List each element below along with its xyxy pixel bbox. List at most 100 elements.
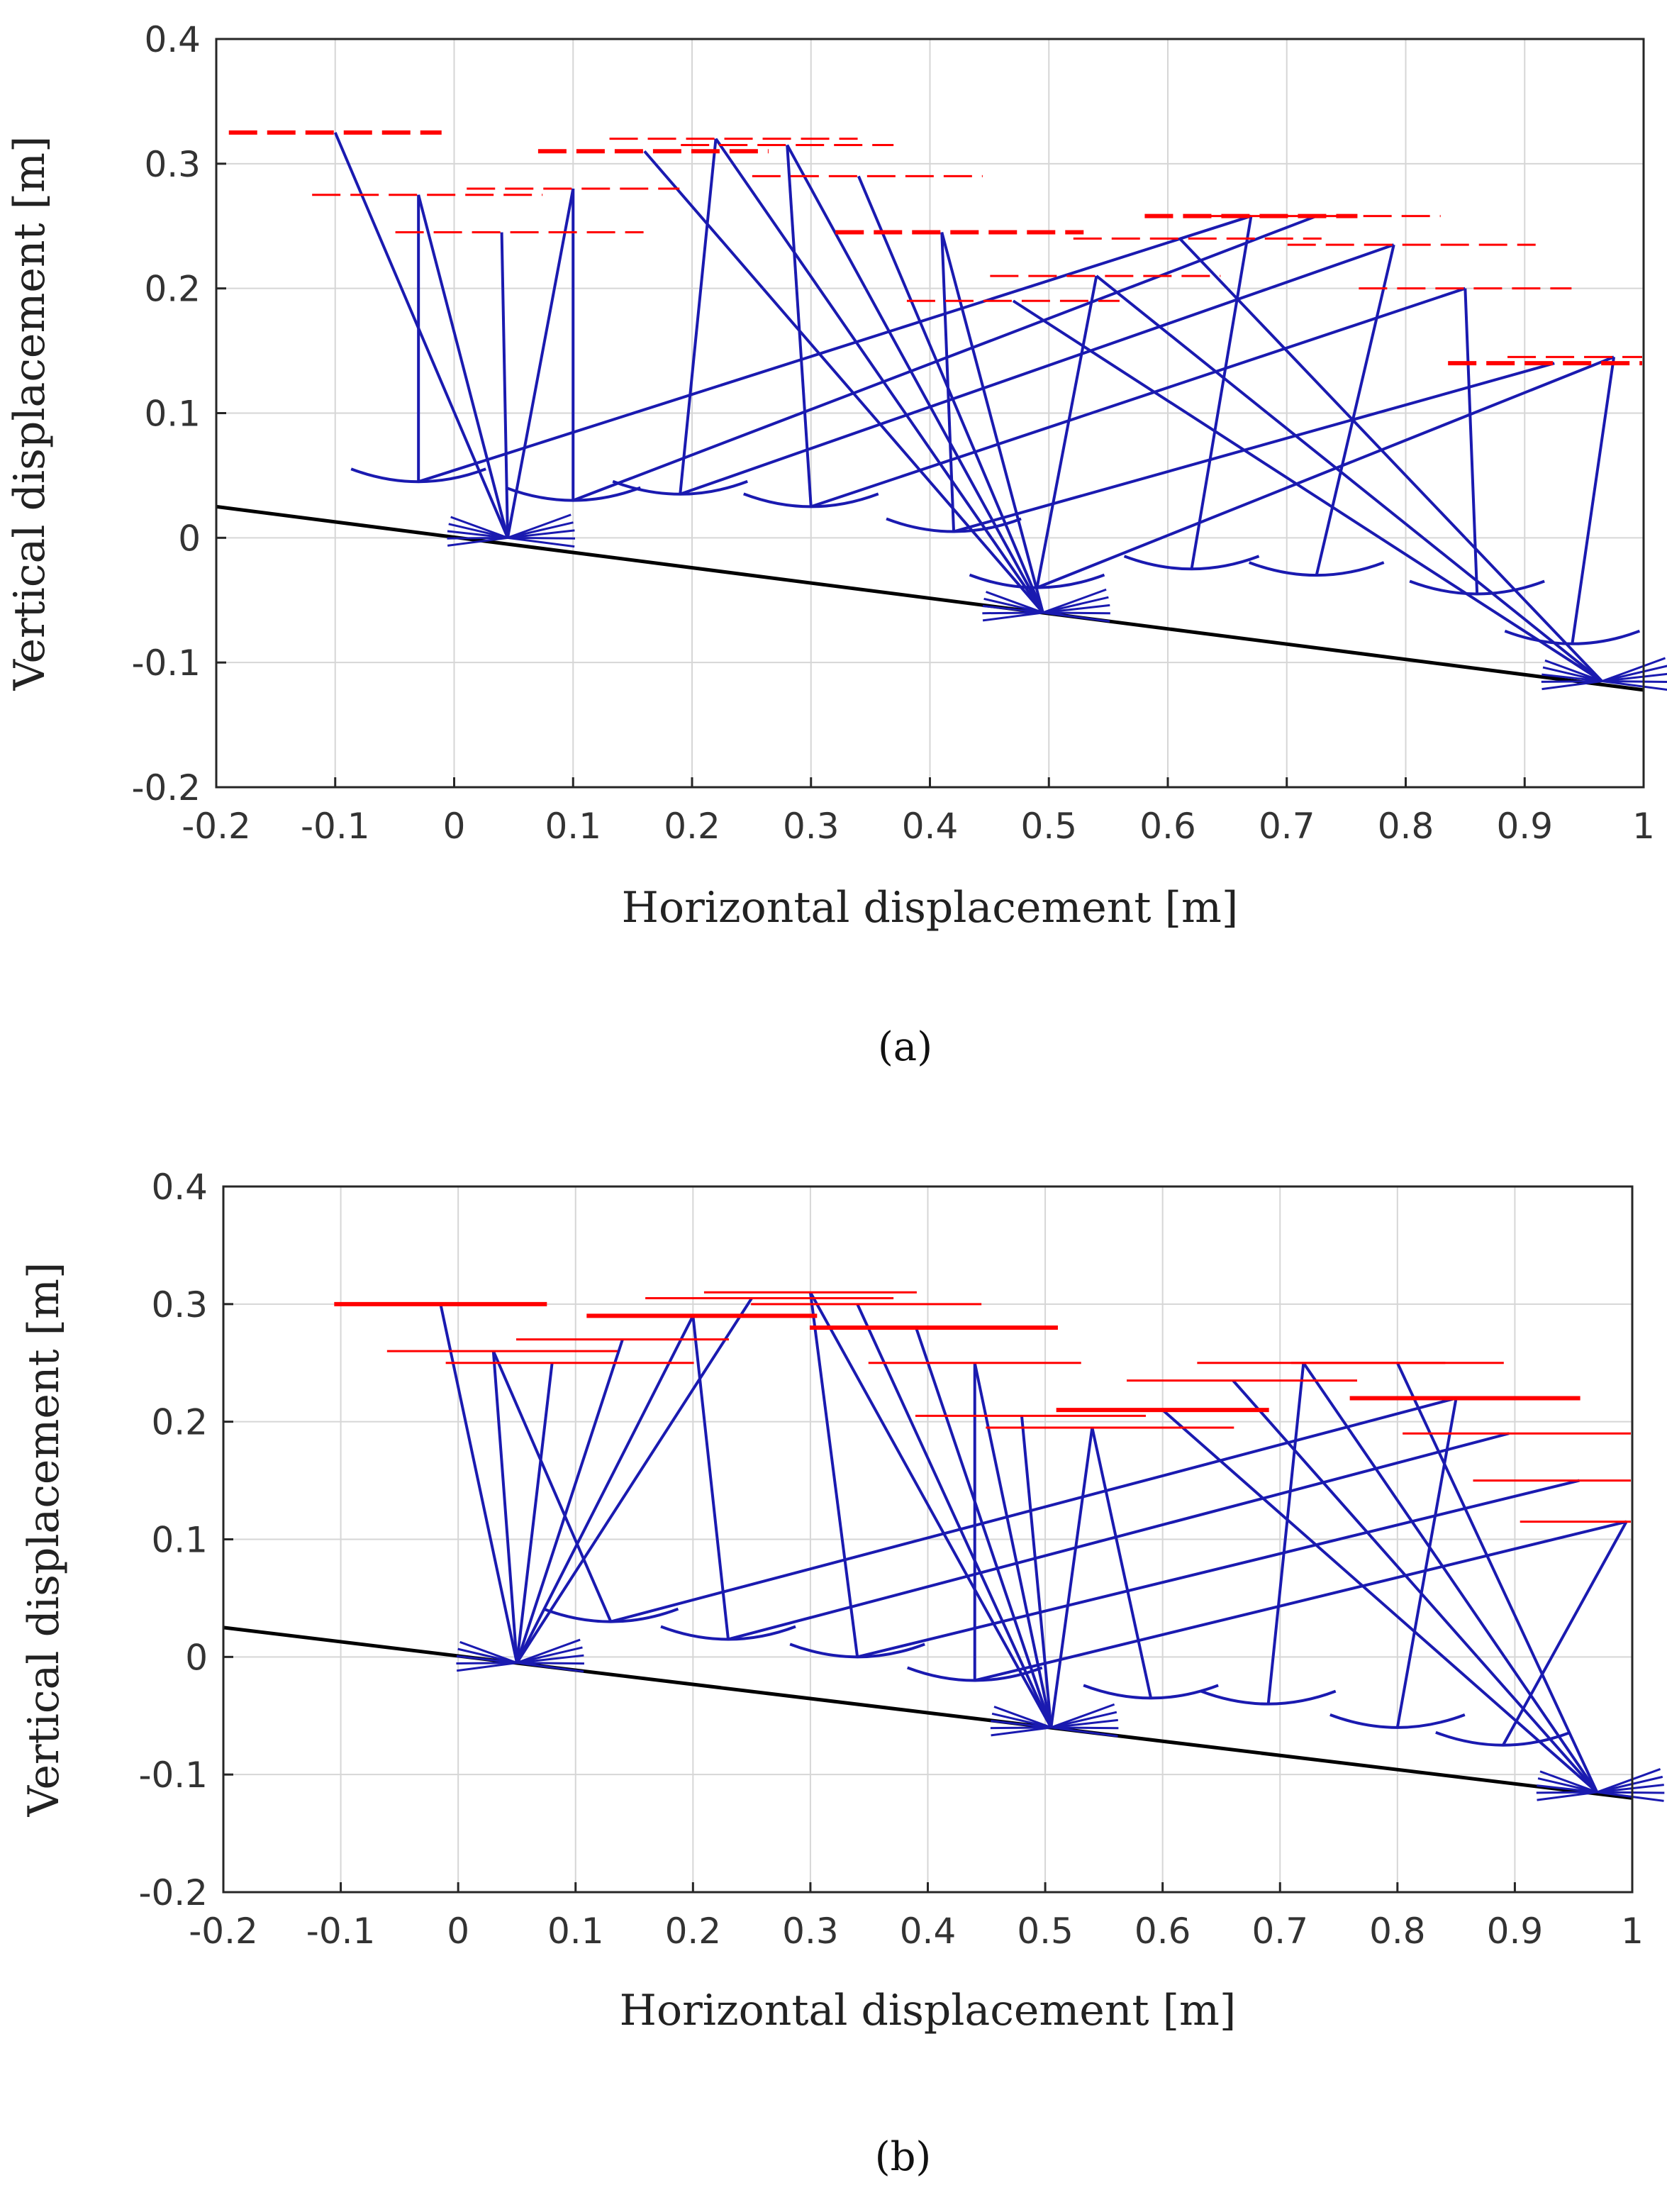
leg-line	[333, 132, 509, 539]
panel-b: -0.2 -0.1 0 0.1 0.2 0.3 0.4 0.5 0.6 0.7 0.8 0.9 1 -0.…	[19, 1167, 1665, 2180]
swing-leg-line	[808, 1291, 859, 1657]
foot-fan-line	[516, 1638, 581, 1664]
leg-line	[515, 1338, 624, 1664]
y-tick-label: 0.4	[144, 19, 201, 60]
foot-fan-line	[1541, 680, 1602, 691]
x-tick-label: 0.2	[664, 806, 720, 847]
foot-fan-line	[507, 536, 575, 548]
foot-fan-line	[456, 1662, 517, 1664]
foot-fan-line	[507, 521, 574, 539]
leg-line	[1020, 1416, 1053, 1728]
panel-label: (b)	[875, 2134, 932, 2180]
foot-fan-line	[450, 516, 508, 539]
foot-fan-line	[982, 604, 1044, 614]
foot-fan-line	[1051, 1711, 1117, 1729]
leg-line	[643, 150, 1044, 614]
leg-line	[418, 214, 1252, 484]
x-tick-label: 0	[447, 1911, 469, 1952]
foot-fan-line	[1539, 1770, 1598, 1794]
x-tick-label: -0.2	[189, 1911, 258, 1952]
foot-fan-line	[993, 1706, 1052, 1729]
x-tick-label: 1	[1632, 806, 1655, 847]
swing-leg-line	[1315, 244, 1395, 576]
x-tick-label: 0.2	[665, 1911, 722, 1952]
foot-fan-line	[448, 523, 508, 539]
foot-fan-line	[991, 1726, 1052, 1737]
y-tick-label: 0.2	[144, 269, 201, 310]
y-tick-label: 0	[185, 1637, 208, 1678]
y-tick-label: 0.4	[151, 1167, 208, 1208]
y-tick-label: 0.3	[144, 144, 201, 185]
foot-fan-line	[456, 1662, 518, 1672]
x-tick-label: 0.9	[1487, 1911, 1544, 1952]
leg-line	[857, 1479, 1580, 1659]
y-axis-label: Vertical displacement [m]	[19, 1262, 69, 1818]
x-tick-label: 0.6	[1134, 1911, 1191, 1952]
foot-fan-line	[1602, 680, 1667, 691]
foot-fan-line	[1051, 1726, 1118, 1738]
y-axis-label: Vertical displacement [m]	[5, 136, 55, 691]
foot-fan-line	[983, 597, 1044, 614]
swing-leg-line	[679, 138, 718, 494]
x-tick-label: 0.6	[1139, 806, 1196, 847]
foot-fan-line	[1542, 666, 1602, 683]
y-tick-label: -0.1	[131, 643, 201, 684]
foot-fan-line	[982, 611, 1044, 622]
foot-fan-line	[1042, 596, 1109, 614]
leg-line	[714, 138, 1044, 613]
x-tick-label: 0.1	[545, 806, 601, 847]
foot-fan-line	[456, 1655, 518, 1664]
x-tick-label: 0.7	[1259, 806, 1315, 847]
x-tick-label: 0.5	[1017, 1911, 1074, 1952]
foot-fan-line	[516, 1662, 584, 1665]
leg-line	[810, 287, 1466, 508]
foot-fan-line	[1537, 1784, 1598, 1794]
leg-line	[809, 1291, 1053, 1728]
foot-fan-line	[447, 530, 508, 539]
leg-line	[940, 232, 1044, 613]
y-tick-label: 0.1	[144, 394, 201, 435]
swing-leg-line	[786, 145, 813, 507]
foot-fan-line	[1042, 604, 1110, 614]
swing-leg-line	[1395, 1398, 1458, 1728]
x-tick-label: 0.7	[1251, 1911, 1308, 1952]
leg-line	[856, 1304, 1053, 1728]
leg-line	[610, 1396, 1457, 1623]
x-tick-label: 0.4	[902, 806, 959, 847]
leg-line	[1049, 1427, 1094, 1728]
foot-fan-line	[1537, 1791, 1598, 1801]
foot-fan-line	[1597, 1784, 1664, 1794]
foot-fan-line	[447, 536, 508, 547]
foot-fan-line	[507, 529, 575, 539]
leg-line	[1012, 299, 1603, 683]
swing-leg-line	[1266, 1362, 1305, 1704]
swing-leg-line	[1190, 216, 1253, 569]
foot-fan-line	[1597, 1791, 1664, 1802]
leg-line	[727, 1432, 1510, 1641]
leg-line	[973, 1362, 1053, 1728]
leg-line	[679, 243, 1395, 496]
foot-fan-line	[1596, 1775, 1663, 1794]
leg-line	[1095, 274, 1603, 683]
swing-leg-line	[1035, 275, 1098, 589]
foot-fan-line	[991, 1712, 1052, 1729]
x-tick-label: 0.1	[547, 1911, 604, 1952]
x-tick-label: 0.3	[782, 1911, 839, 1952]
panel-label: (a)	[878, 1024, 932, 1070]
leg-line	[1036, 355, 1615, 589]
leg-line	[786, 144, 1044, 613]
foot-fan-line	[1536, 1791, 1598, 1794]
foot-fan-line	[516, 1646, 583, 1664]
swing-leg-line	[1463, 288, 1479, 594]
swing-leg-line	[940, 232, 956, 532]
x-tick-label: 0.3	[783, 806, 840, 847]
x-tick-label: 0.8	[1369, 1911, 1426, 1952]
x-tick-label: 0.4	[900, 1911, 957, 1952]
foot-fan-line	[986, 591, 1044, 614]
leg-line	[515, 1297, 753, 1664]
x-tick-label: 0.5	[1020, 806, 1077, 847]
foot-fan-line	[1537, 1777, 1598, 1794]
x-axis-label: Horizontal displacement [m]	[622, 883, 1239, 933]
